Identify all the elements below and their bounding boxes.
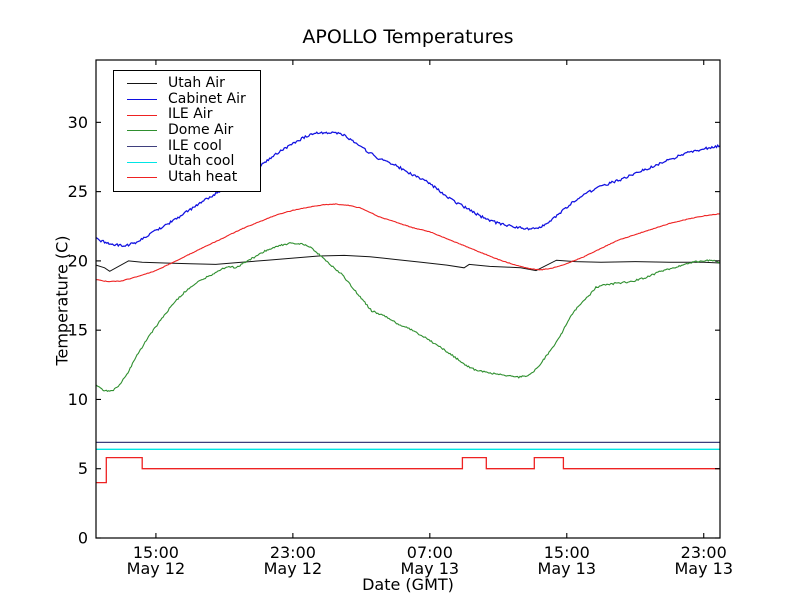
y-tick-label: 0 <box>78 529 88 548</box>
x-tick-label: 15:00 May 12 <box>127 543 186 578</box>
legend-label: Utah Air <box>168 75 225 91</box>
legend-item-ile-air: ILE Air <box>120 107 246 123</box>
series-line-utah-air <box>96 254 720 272</box>
series-line-ile-air <box>96 203 720 283</box>
legend-line-sample <box>127 99 157 101</box>
legend-line-sample <box>127 114 157 116</box>
legend-label: Utah heat <box>168 169 238 186</box>
x-tick-label: 07:00 May 13 <box>401 543 460 578</box>
x-axis-label: Date (GMT) <box>362 575 454 594</box>
legend-item-ile-cool: ILE cool <box>120 137 246 155</box>
legend-line-sample <box>127 177 157 179</box>
legend-item-cabinet-air: Cabinet Air <box>120 90 246 108</box>
x-tick-label: 23:00 May 13 <box>674 543 733 578</box>
legend-label: Dome Air <box>168 122 234 139</box>
chart-title: APOLLO Temperatures <box>302 26 514 48</box>
legend-label: Cabinet Air <box>168 90 246 107</box>
legend-item-utah-heat: Utah heat <box>120 169 246 186</box>
legend-item-dome-air: Dome Air <box>120 122 246 139</box>
legend-item-utah-air: Utah Air <box>120 75 246 92</box>
legend-label: ILE cool <box>168 137 222 154</box>
y-tick-label: 20 <box>68 251 88 270</box>
y-tick-label: 5 <box>78 459 88 478</box>
y-tick-label: 25 <box>68 182 88 201</box>
axes-frame <box>95 59 721 539</box>
legend-label: Utah cool <box>168 153 235 170</box>
legend-label: ILE Air <box>168 106 213 123</box>
series-line-dome-air <box>96 242 720 392</box>
y-tick-label: 10 <box>68 390 88 409</box>
series-line-utah-heat <box>96 456 720 484</box>
legend-line-sample <box>127 130 157 132</box>
x-tick-label: 15:00 May 13 <box>538 543 597 578</box>
legend: Utah Air Cabinet Air ILE Air Dome Air ILE co… <box>113 70 261 192</box>
x-tick-label: 23:00 May 12 <box>264 543 323 578</box>
series-line-cabinet-air <box>96 131 720 248</box>
y-tick-label: 15 <box>68 321 88 340</box>
legend-line-sample <box>127 146 157 148</box>
legend-line-sample <box>127 161 157 163</box>
legend-line-sample <box>127 83 157 85</box>
legend-item-utah-cool: Utah cool <box>120 154 246 170</box>
y-tick-label: 30 <box>68 113 88 132</box>
